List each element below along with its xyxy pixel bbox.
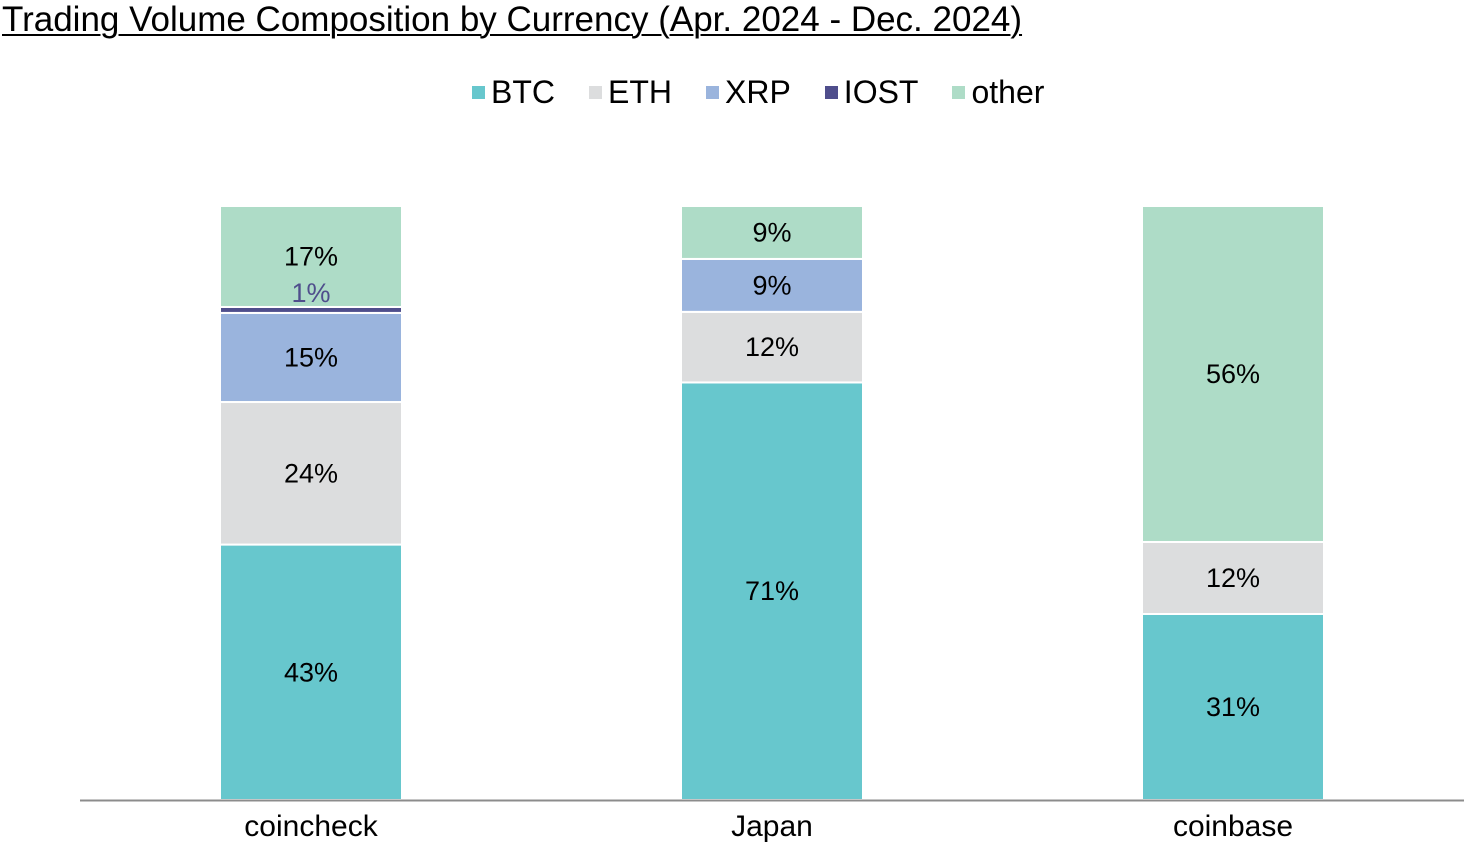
legend-label-eth: ETH xyxy=(608,73,672,110)
legend: BTC ETH XRP IOST other xyxy=(472,70,1078,114)
bar-japan-eth xyxy=(680,310,864,384)
bar-coinbase-eth xyxy=(1141,541,1325,615)
data-label-japan-btc: 71% xyxy=(745,576,799,606)
data-label-japan-other: 9% xyxy=(752,217,791,247)
x-tick-label-coincheck: coincheck xyxy=(244,810,378,843)
legend-item-xrp: XRP xyxy=(706,74,791,111)
data-labels: 43% 24% 15% 1% 17% 71% 12% 9% 9% 31% 12% 56% xyxy=(284,217,1260,722)
bar-coincheck-eth xyxy=(219,401,403,546)
bar-coinbase-btc xyxy=(1141,613,1325,801)
bar-japan-xrp xyxy=(680,257,864,313)
legend-swatch-other xyxy=(952,85,966,99)
bar-japan-btc xyxy=(680,381,864,801)
legend-swatch-xrp xyxy=(706,85,719,99)
legend-swatch-eth xyxy=(589,85,602,99)
chart-title: Trading Volume Composition by Currency (… xyxy=(2,0,1023,39)
data-label-japan-xrp: 9% xyxy=(752,270,791,300)
bar-japan-other xyxy=(680,205,864,260)
legend-label-xrp: XRP xyxy=(725,73,791,110)
data-label-coincheck-btc: 43% xyxy=(284,657,338,687)
data-label-coincheck-iost: 1% xyxy=(291,278,330,308)
legend-item-other: other xyxy=(952,74,1044,111)
data-label-coincheck-other: 17% xyxy=(284,241,338,271)
bars xyxy=(219,205,1325,802)
legend-label-btc: BTC xyxy=(491,73,555,110)
legend-label-iost: IOST xyxy=(843,73,919,110)
legend-swatch-iost xyxy=(824,85,838,99)
bar-coincheck-other xyxy=(219,205,403,308)
legend-item-btc: BTC xyxy=(472,74,555,111)
x-tick-label-coinbase: coinbase xyxy=(1173,810,1293,843)
bar-coinbase-other xyxy=(1141,205,1325,543)
legend-swatch-btc xyxy=(472,85,485,99)
data-label-japan-eth: 12% xyxy=(745,332,799,362)
data-label-coinbase-btc: 31% xyxy=(1206,692,1260,722)
data-label-coincheck-eth: 24% xyxy=(284,458,338,488)
data-label-coincheck-xrp: 15% xyxy=(284,342,338,372)
x-tick-label-japan: Japan xyxy=(731,810,813,843)
legend-label-other: other xyxy=(971,73,1045,110)
data-label-coinbase-other: 56% xyxy=(1206,359,1260,389)
data-label-coinbase-eth: 12% xyxy=(1206,563,1260,593)
legend-item-eth: ETH xyxy=(589,74,672,111)
legend-item-iost: IOST xyxy=(824,73,919,111)
